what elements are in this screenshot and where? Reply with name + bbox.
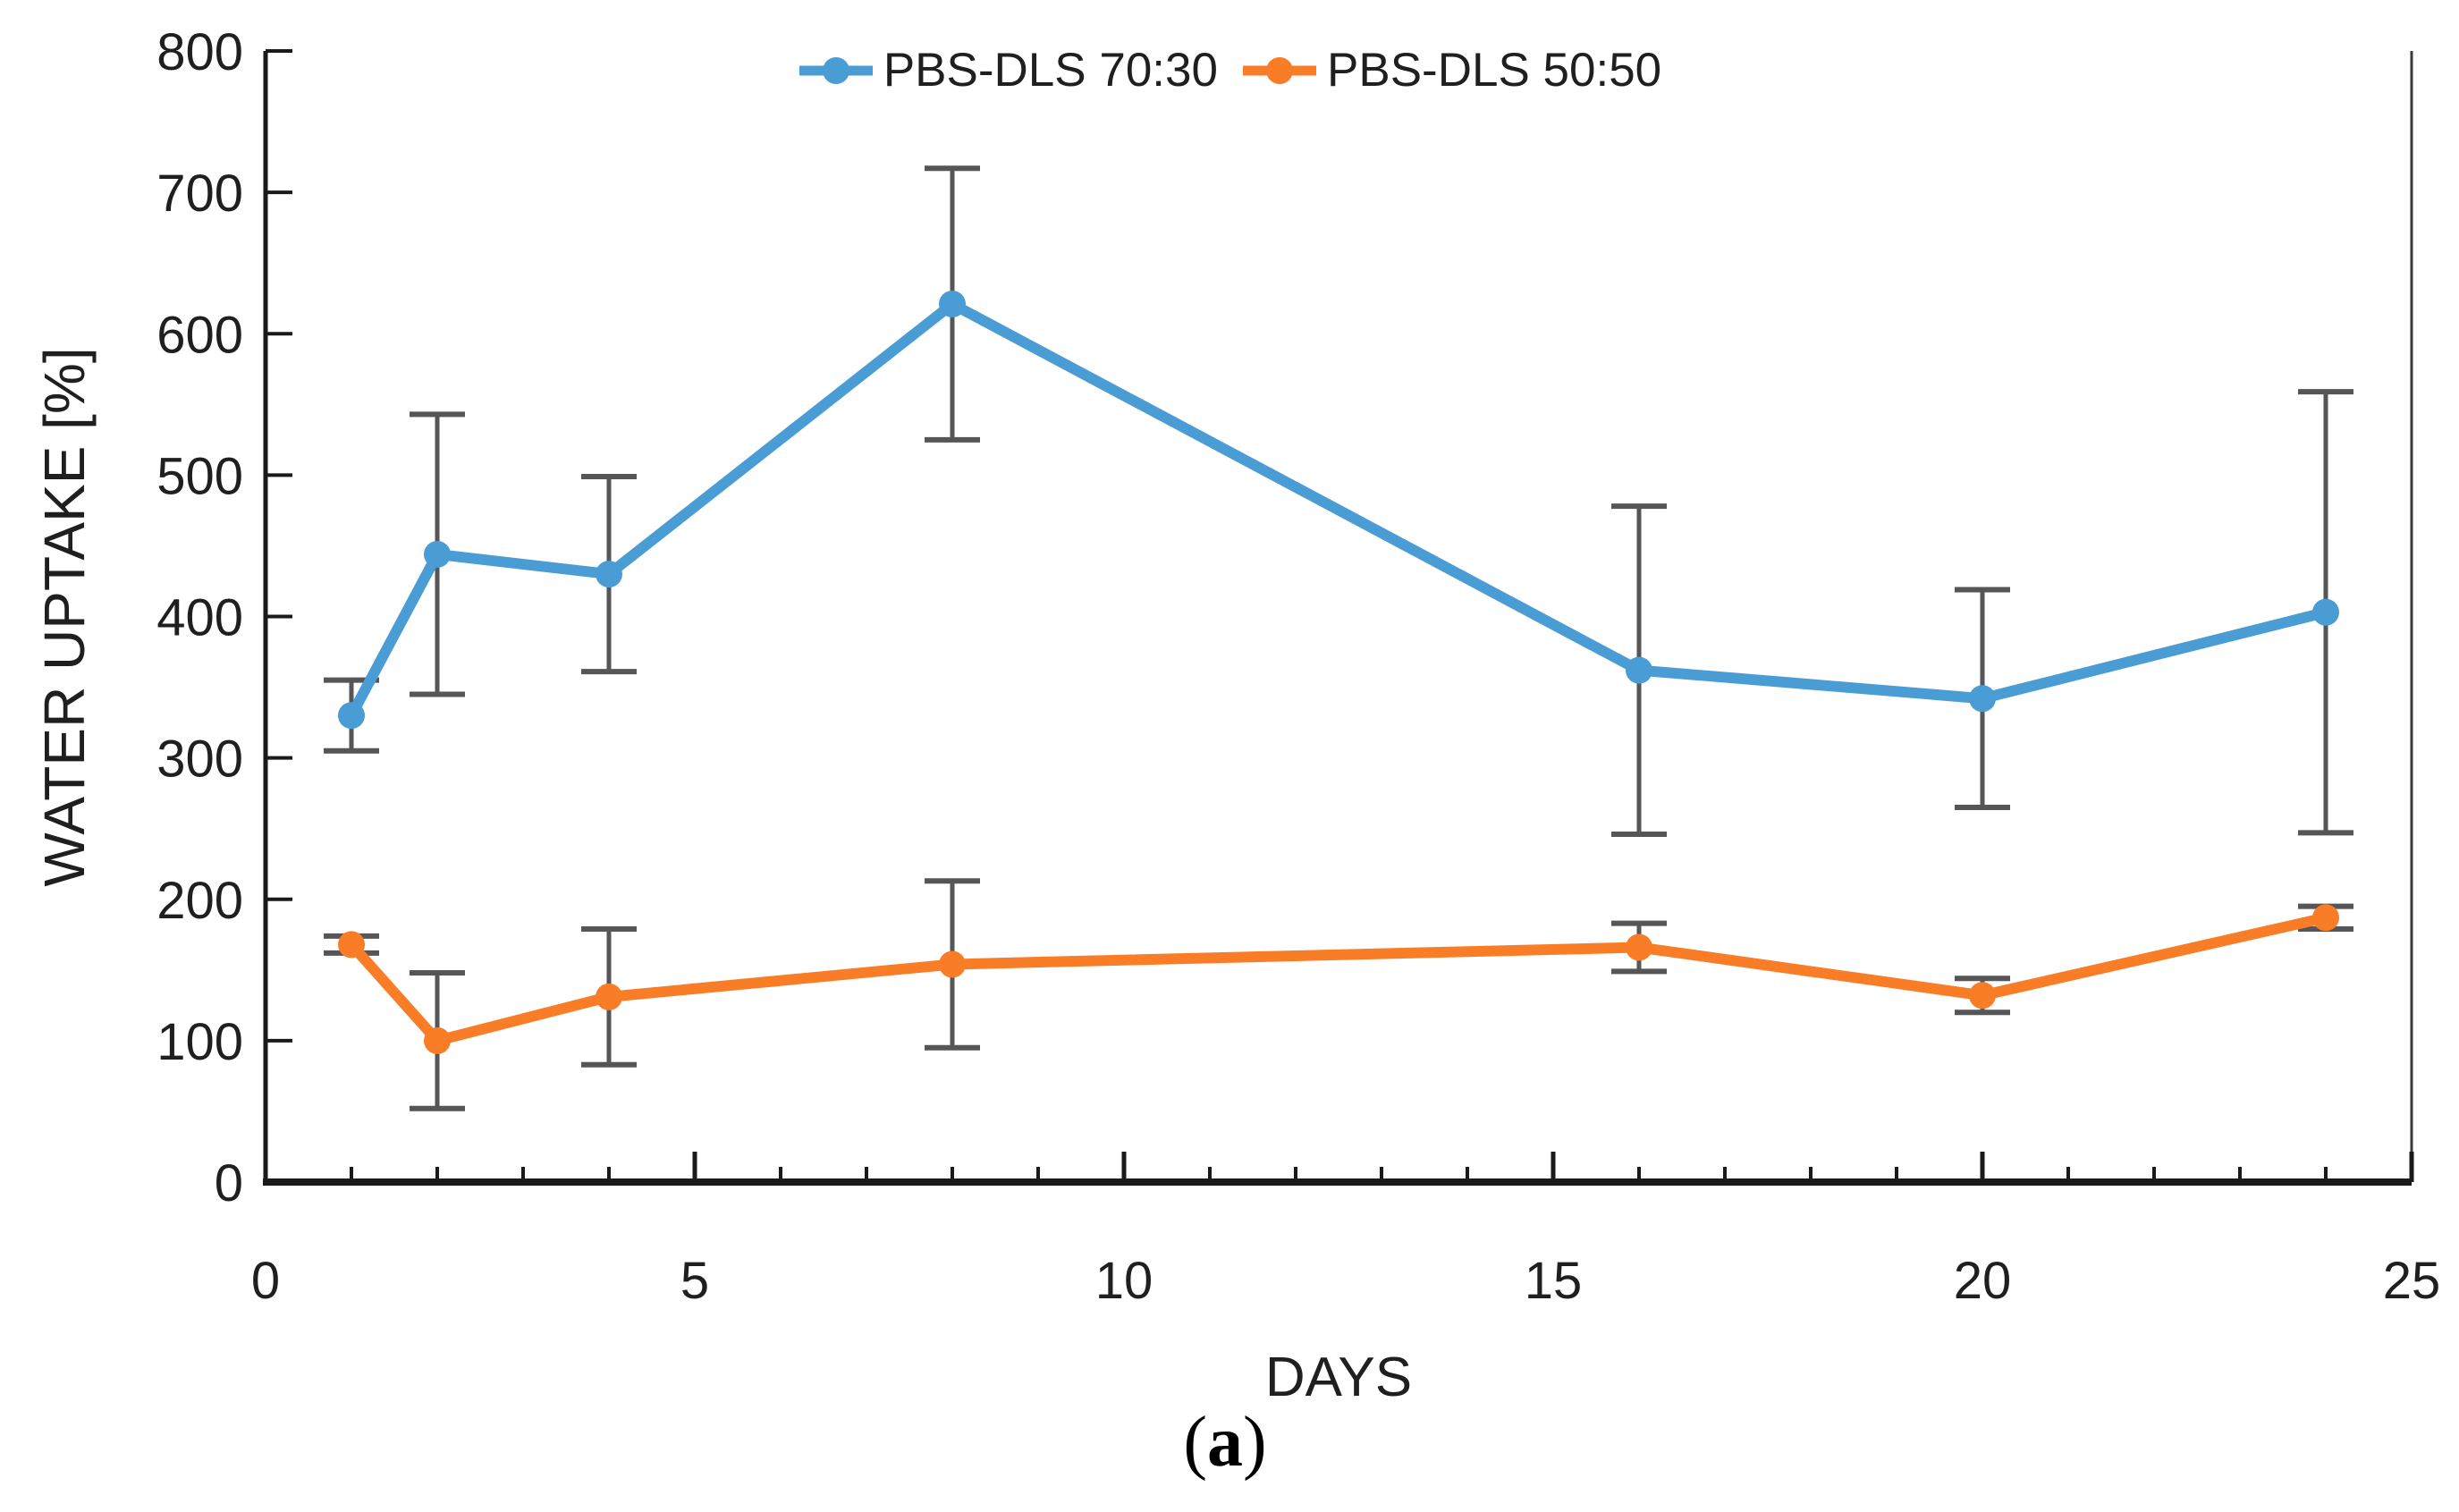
data-point-1 [596,983,622,1010]
data-point-1 [939,950,966,978]
data-point-1 [338,931,365,959]
x-tick-label: 15 [1525,1252,1583,1310]
data-point-0 [1626,656,1652,684]
y-tick-label: 100 [156,1013,243,1071]
data-point-0 [338,702,365,730]
data-point-1 [1969,982,1996,1009]
y-tick-label: 500 [156,447,243,505]
y-axis-title: WATER UPTAKE [%] [32,347,97,887]
data-point-0 [1969,685,1996,713]
data-point-0 [424,540,451,568]
y-tick-label: 700 [156,165,243,223]
caption-letter: a [1207,1403,1243,1482]
data-point-0 [939,291,966,318]
x-tick-label: 25 [2383,1252,2441,1310]
series-line-0 [346,299,2331,722]
series-line-1 [346,912,2331,1046]
figure-caption: (a) [1183,1402,1266,1483]
caption-paren-close: ) [1243,1403,1267,1482]
x-tick-label: 5 [680,1252,709,1310]
y-tick-label: 600 [156,306,243,364]
data-point-1 [424,1026,451,1054]
y-tick-label: 300 [156,731,243,789]
y-tick-label: 400 [156,589,243,647]
x-tick-label: 10 [1095,1252,1153,1310]
x-axis-title: DAYS [1264,1347,1413,1408]
x-tick-label: 20 [1954,1252,2012,1310]
data-point-0 [2312,598,2339,626]
y-tick-label: 200 [156,872,243,930]
caption-paren-open: ( [1183,1403,1207,1482]
y-tick-label: 0 [215,1154,243,1212]
y-tick-label: 800 [156,23,243,81]
data-point-1 [2312,904,2339,932]
data-point-0 [596,561,622,588]
x-tick-label: 0 [251,1252,280,1310]
data-point-1 [1626,933,1652,961]
